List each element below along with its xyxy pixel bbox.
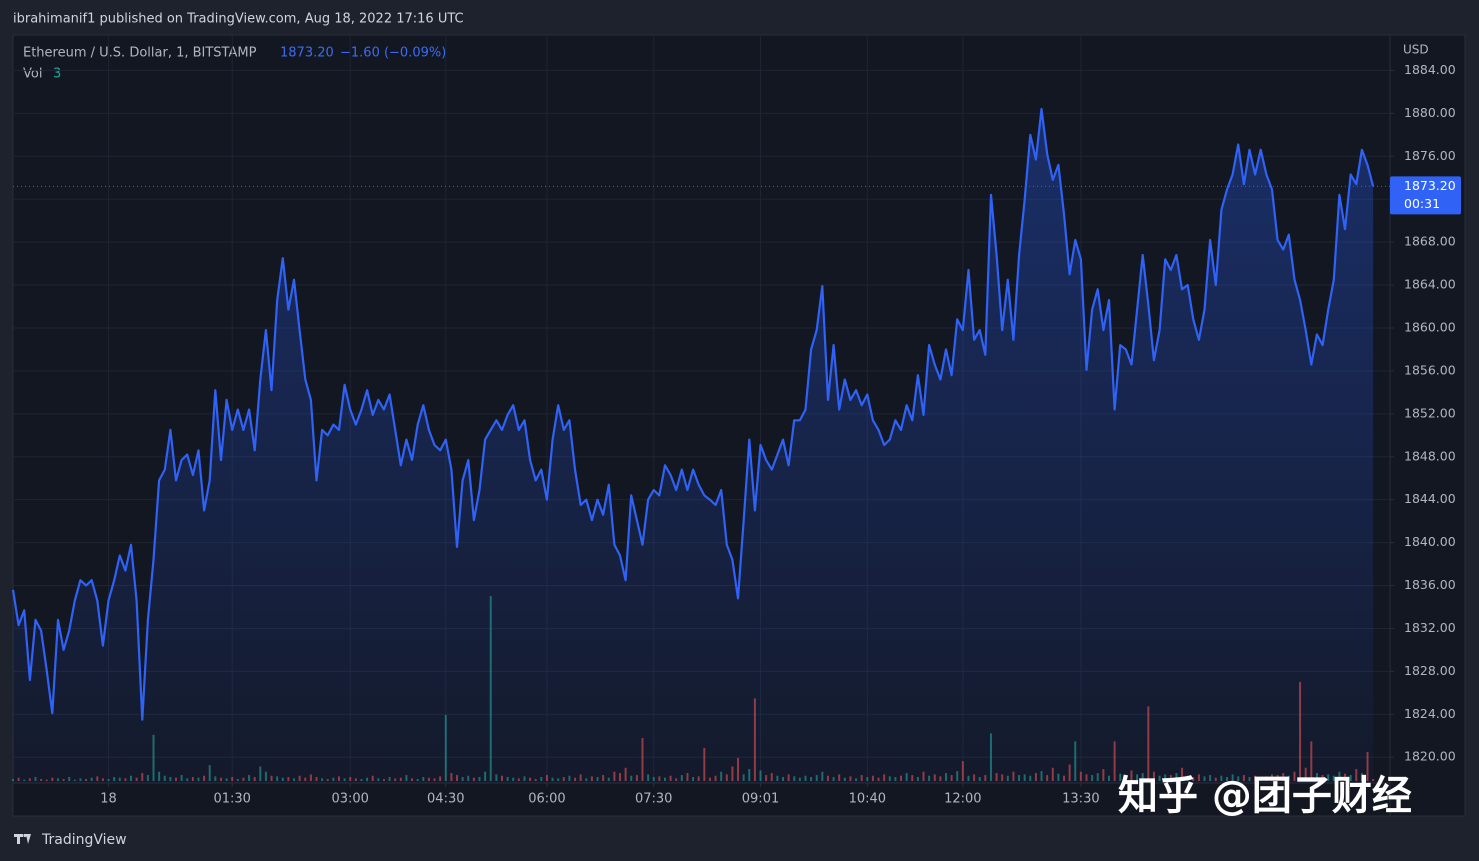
y-tick-label: 1876.00 <box>1404 148 1456 163</box>
price-line <box>11 107 1375 721</box>
y-tick-label: 1868.00 <box>1404 234 1456 249</box>
y-tick-label: 1884.00 <box>1404 62 1456 77</box>
x-tick-label: 10:40 <box>849 792 886 807</box>
y-tick-label: 1820.00 <box>1404 749 1456 764</box>
last-price-box <box>1390 176 1461 215</box>
x-tick-label: 06:00 <box>528 792 565 807</box>
last-price-label: 1873.20 <box>1404 178 1456 193</box>
x-tick-label: 12:00 <box>944 792 981 807</box>
plot-layer <box>11 107 1390 783</box>
area-fill <box>13 109 1374 783</box>
logo-dot <box>23 833 27 838</box>
x-tick-label: 03:00 <box>331 792 368 807</box>
header-price: 1873.20 <box>280 46 334 61</box>
y-tick-label: 1852.00 <box>1404 405 1456 420</box>
logo-stem <box>17 834 20 844</box>
x-tick-label: 18 <box>100 792 117 807</box>
x-tick-label: 09:01 <box>742 792 779 807</box>
y-tick-label: 1836.00 <box>1404 577 1456 592</box>
countdown-label: 00:31 <box>1404 196 1440 211</box>
y-tick-label: 1832.00 <box>1404 620 1456 635</box>
tradingview-logo <box>14 833 31 844</box>
watermark: 知乎 @团子财经 <box>1118 773 1412 819</box>
y-tick-label: 1860.00 <box>1404 319 1456 334</box>
y-tick-label: 1864.00 <box>1404 277 1456 292</box>
currency-label: USD <box>1403 43 1429 57</box>
volume-last: 3 <box>53 67 61 82</box>
symbol-title: Ethereum / U.S. Dollar, 1, BITSTAMP <box>23 46 257 61</box>
x-tick-label: 13:30 <box>1062 792 1099 807</box>
x-tick-label: 04:30 <box>427 792 464 807</box>
y-tick-label: 1844.00 <box>1404 491 1456 506</box>
header-change: −1.60 (−0.09%) <box>340 46 446 61</box>
axes: 1820.00 1824.00 1828.00 1832.00 1836.00 1840.… <box>100 62 1461 807</box>
y-tick-label: 1840.00 <box>1404 534 1456 549</box>
footer-brand: TradingView <box>41 832 127 848</box>
x-tick-label: 07:30 <box>635 792 672 807</box>
x-tick-label: 01:30 <box>213 792 250 807</box>
volume-bar <box>1372 779 1375 781</box>
logo-v <box>26 834 31 844</box>
y-tick-label: 1828.00 <box>1404 663 1456 678</box>
y-tick-label: 1856.00 <box>1404 362 1456 377</box>
y-tick-label: 1824.00 <box>1404 706 1456 721</box>
y-tick-label: 1848.00 <box>1404 448 1456 463</box>
volume-title: Vol <box>23 67 42 82</box>
publisher-header: ibrahimanif1 published on TradingView.co… <box>13 12 464 27</box>
y-tick-label: 1880.00 <box>1404 105 1456 120</box>
